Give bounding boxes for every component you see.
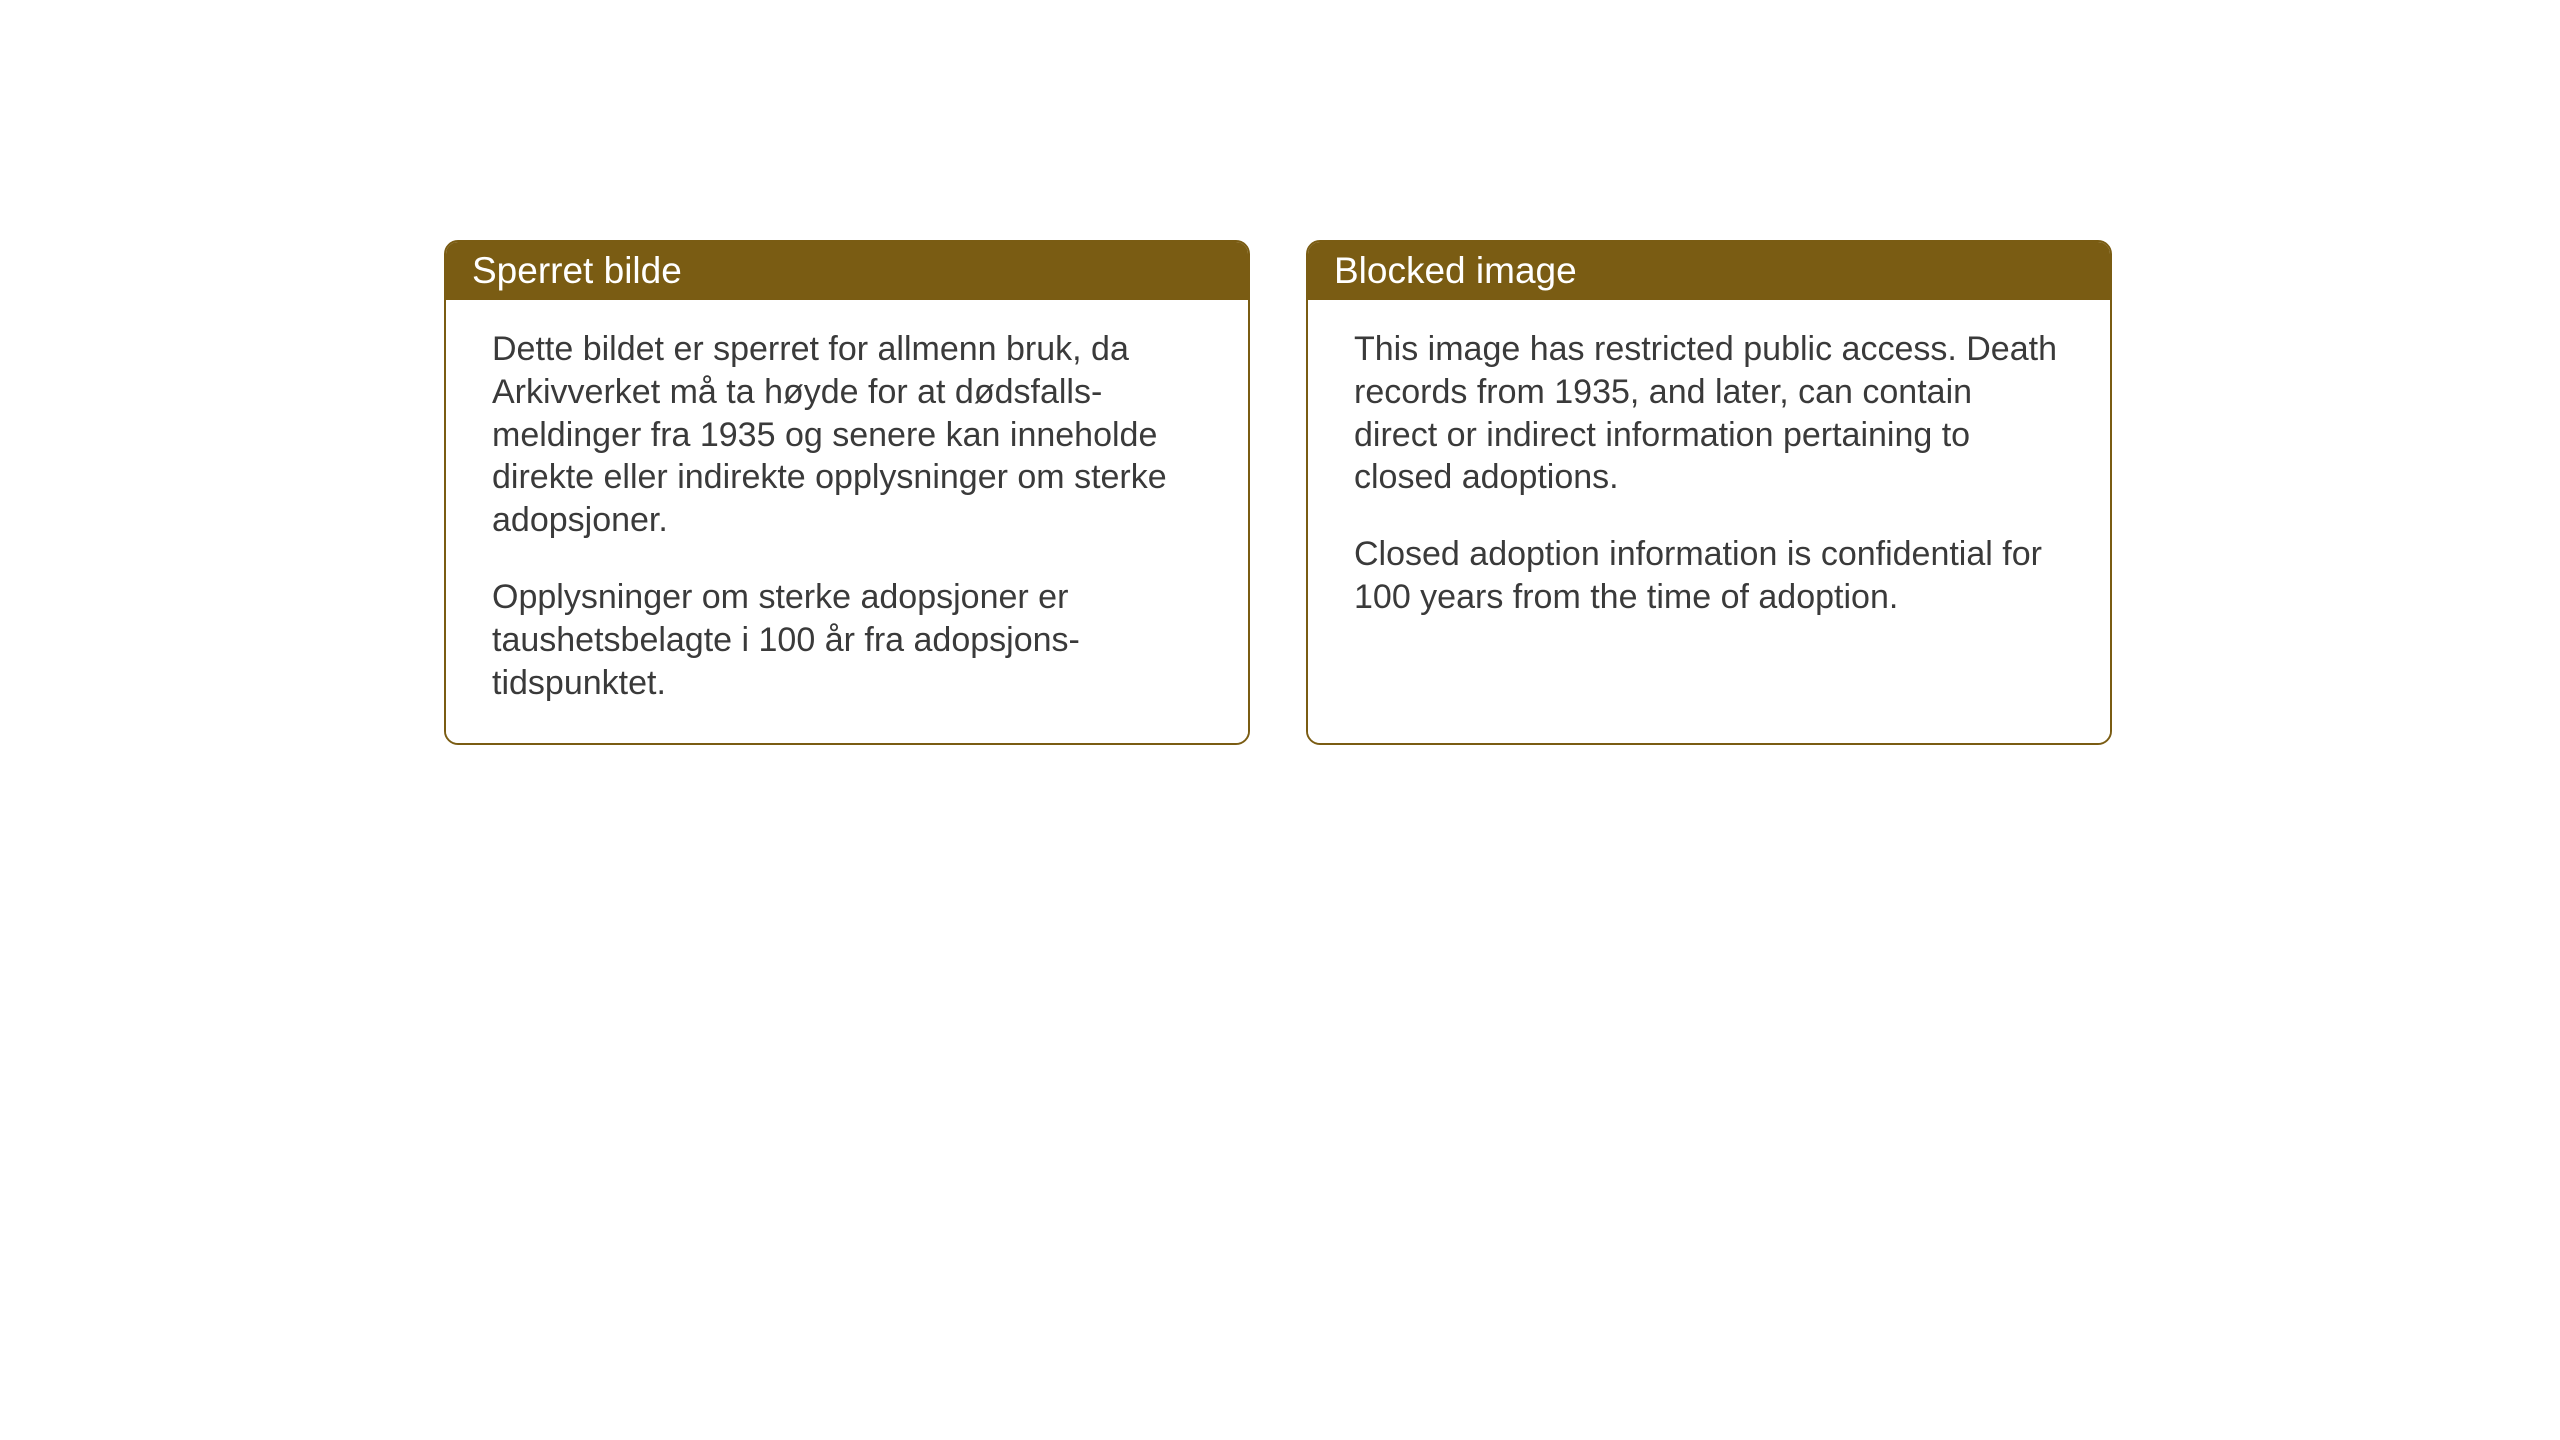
english-card-title: Blocked image bbox=[1308, 242, 2110, 300]
english-card-body: This image has restricted public access.… bbox=[1308, 300, 2110, 743]
english-paragraph-1: This image has restricted public access.… bbox=[1354, 328, 2064, 499]
norwegian-paragraph-2: Opplysninger om sterke adopsjoner er tau… bbox=[492, 576, 1202, 704]
english-paragraph-2: Closed adoption information is confident… bbox=[1354, 533, 2064, 619]
english-notice-card: Blocked image This image has restricted … bbox=[1306, 240, 2112, 745]
norwegian-card-body: Dette bildet er sperret for allmenn bruk… bbox=[446, 300, 1248, 743]
norwegian-paragraph-1: Dette bildet er sperret for allmenn bruk… bbox=[492, 328, 1202, 542]
norwegian-notice-card: Sperret bilde Dette bildet er sperret fo… bbox=[444, 240, 1250, 745]
norwegian-card-title: Sperret bilde bbox=[446, 242, 1248, 300]
notice-container: Sperret bilde Dette bildet er sperret fo… bbox=[444, 240, 2112, 745]
